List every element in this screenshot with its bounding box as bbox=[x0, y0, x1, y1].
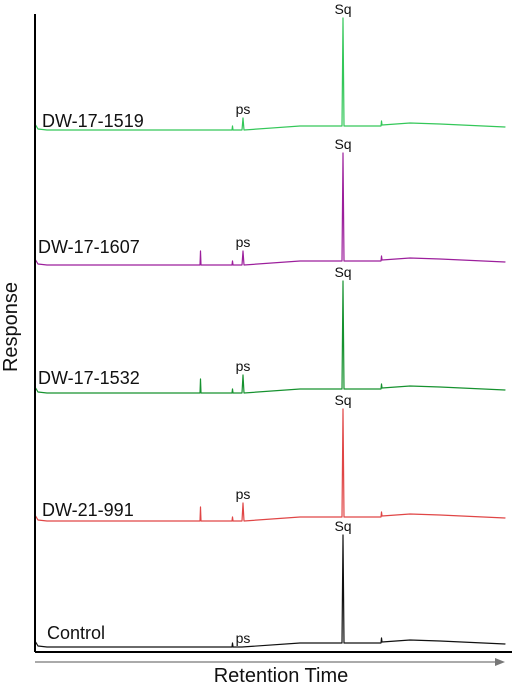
trace-dw-17-1532 bbox=[34, 280, 506, 394]
peak-label-ps: ps bbox=[236, 358, 251, 374]
trace-dw-17-1607 bbox=[34, 152, 506, 266]
x-axis-title: Retention Time bbox=[214, 665, 349, 687]
peak-label-sq: Sq bbox=[334, 136, 351, 152]
trace-control bbox=[34, 534, 506, 648]
sample-label: DW-17-1532 bbox=[38, 368, 140, 388]
label-layer: DW-17-1519 Sq ps DW-17-1607 Sq ps DW-17-1532 Sq… bbox=[38, 1, 352, 646]
y-axis-title: Response bbox=[0, 282, 22, 372]
peak-label-ps: ps bbox=[236, 486, 251, 502]
sample-label: DW-17-1607 bbox=[38, 237, 140, 257]
peak-label-sq: Sq bbox=[334, 518, 351, 534]
sample-label: Control bbox=[47, 623, 105, 643]
peak-label-ps: ps bbox=[236, 101, 251, 117]
peak-label-sq: Sq bbox=[334, 1, 351, 17]
sample-label: DW-17-1519 bbox=[42, 111, 144, 131]
peak-label-ps: ps bbox=[236, 234, 251, 250]
trace-dw-21-991 bbox=[34, 408, 506, 522]
peak-label-sq: Sq bbox=[334, 392, 351, 408]
trace-dw-17-1519 bbox=[34, 17, 506, 131]
sample-label: DW-21-991 bbox=[42, 500, 134, 520]
peak-label-sq: Sq bbox=[334, 264, 351, 280]
trace-layer bbox=[34, 17, 506, 648]
peak-label-ps: ps bbox=[236, 630, 251, 646]
retention-time-arrow-head bbox=[495, 658, 505, 666]
